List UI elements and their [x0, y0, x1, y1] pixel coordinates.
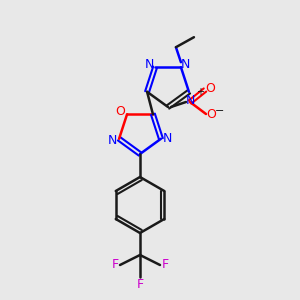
Text: F: F	[136, 278, 144, 290]
Text: N: N	[163, 132, 172, 145]
Text: F: F	[111, 259, 118, 272]
Text: N: N	[185, 94, 195, 107]
Text: O: O	[205, 82, 215, 94]
Text: O: O	[206, 109, 216, 122]
Text: N: N	[181, 58, 190, 71]
Text: N: N	[144, 58, 154, 71]
Text: F: F	[161, 259, 169, 272]
Text: +: +	[196, 87, 204, 97]
Text: −: −	[215, 106, 225, 116]
Text: O: O	[115, 105, 125, 118]
Text: N: N	[107, 134, 117, 147]
